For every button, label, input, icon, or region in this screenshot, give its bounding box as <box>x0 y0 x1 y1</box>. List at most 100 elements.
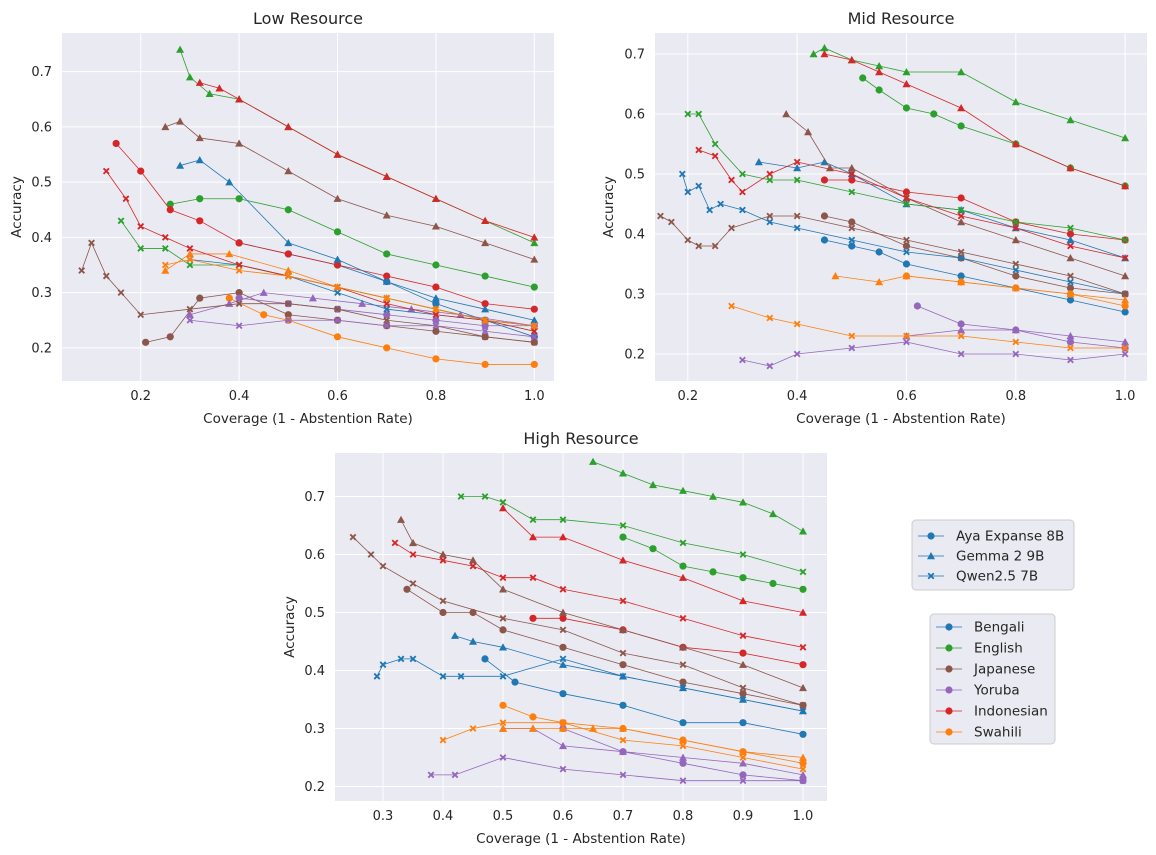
x-axis-label-low: Coverage (1 - Abstention Rate) <box>203 411 413 427</box>
data-point <box>848 236 856 244</box>
data-point <box>695 242 703 250</box>
series-line <box>376 658 804 712</box>
series-qwen2-5-7b-japanese <box>657 212 1129 298</box>
data-point <box>196 195 204 203</box>
data-point <box>559 585 567 593</box>
data-point <box>1012 272 1020 280</box>
data-point <box>333 150 342 158</box>
data-point <box>334 316 341 324</box>
data-point <box>235 261 243 269</box>
series-line <box>145 292 535 343</box>
data-point <box>432 355 440 363</box>
series-gemma-2-9b-japanese <box>161 117 539 263</box>
x-tick-label: 0.4 <box>433 809 454 824</box>
x-tick-label: 0.4 <box>229 389 250 404</box>
data-point <box>619 672 627 680</box>
data-point <box>679 719 687 727</box>
data-point <box>529 516 537 524</box>
data-point <box>809 50 818 58</box>
data-point <box>903 248 910 256</box>
data-point <box>679 573 687 581</box>
data-point <box>619 533 627 541</box>
data-point <box>530 316 539 324</box>
data-point <box>379 562 387 570</box>
data-point <box>186 245 194 252</box>
xticks-mid: 0.2 0.4 0.6 0.8 1.0 <box>677 389 1135 404</box>
data-point <box>619 556 627 564</box>
data-point <box>409 551 417 558</box>
data-point <box>820 50 829 58</box>
data-point <box>88 239 95 247</box>
legend-languages: Bengali English Japanese Yoruba Indonesian Sw… <box>929 613 1056 745</box>
data-point <box>383 294 391 302</box>
data-point <box>1121 350 1129 358</box>
data-point <box>334 289 341 297</box>
data-point <box>679 661 687 669</box>
data-point <box>739 188 746 196</box>
data-point <box>308 294 317 302</box>
data-point <box>559 643 567 651</box>
data-point <box>679 742 687 750</box>
data-point <box>619 771 627 779</box>
legend-marker <box>945 665 953 673</box>
data-point <box>875 278 884 286</box>
series-mid <box>657 44 1130 370</box>
legend-language-entry: Yoruba <box>936 683 1020 699</box>
x-axis-label-mid: Coverage (1 - Abstention Rate) <box>796 411 1006 427</box>
data-point <box>559 690 567 698</box>
data-point <box>589 724 597 732</box>
data-point <box>225 249 234 258</box>
y-tick-label: 0.7 <box>31 65 52 80</box>
data-point <box>559 516 567 524</box>
data-point <box>739 747 747 755</box>
data-point <box>284 122 293 131</box>
data-point <box>1067 272 1074 280</box>
legend-languages-items: Bengali English Japanese Yoruba Indonesian Sw… <box>936 620 1048 741</box>
series-qwen2-5-7b-yoruba <box>427 754 807 785</box>
data-point <box>235 300 243 308</box>
data-point <box>875 62 884 70</box>
data-point <box>711 242 719 250</box>
data-point <box>530 338 538 346</box>
data-point <box>185 310 194 318</box>
data-point <box>679 562 687 570</box>
data-point <box>739 719 747 727</box>
data-point <box>481 322 489 330</box>
x-tick-label: 0.2 <box>130 389 151 404</box>
data-point <box>728 176 735 184</box>
data-point <box>619 724 627 732</box>
data-point <box>1012 266 1020 274</box>
series-line <box>824 239 1126 313</box>
x-axis-label-high: Coverage (1 - Abstention Rate) <box>476 831 686 847</box>
y-tick-label: 0.6 <box>624 108 645 123</box>
data-point <box>529 574 537 582</box>
data-point <box>499 626 507 634</box>
data-point <box>769 579 777 588</box>
data-point <box>799 585 807 593</box>
plot-area-high <box>335 453 827 801</box>
data-point <box>679 678 687 686</box>
panel-low-resource: 0.2 0.4 0.6 0.8 1.0 0.2 0.3 0.4 0.5 0.6 0.7 Low R… <box>9 9 554 427</box>
data-point <box>799 608 807 616</box>
data-point <box>903 332 910 340</box>
data-point <box>161 245 169 252</box>
legend-language-label: Japanese <box>973 662 1035 678</box>
x-tick-label: 0.6 <box>896 389 917 404</box>
data-point <box>559 626 567 634</box>
data-point <box>739 574 747 582</box>
data-point <box>382 172 391 180</box>
series-line <box>592 461 804 532</box>
x-tick-label: 0.9 <box>733 809 754 824</box>
legend-model-entry: Qwen2.5 7B <box>918 569 1038 585</box>
legend-marker <box>945 644 953 652</box>
data-point <box>695 146 703 154</box>
y-axis-label-mid: Accuracy <box>601 176 617 238</box>
data-point <box>957 278 966 286</box>
data-point <box>225 178 234 186</box>
data-point <box>848 176 856 184</box>
series-line <box>687 113 1126 241</box>
data-point <box>1066 332 1075 340</box>
data-point <box>383 250 391 258</box>
data-point <box>619 597 627 605</box>
legend-language-label: Bengali <box>974 620 1024 636</box>
